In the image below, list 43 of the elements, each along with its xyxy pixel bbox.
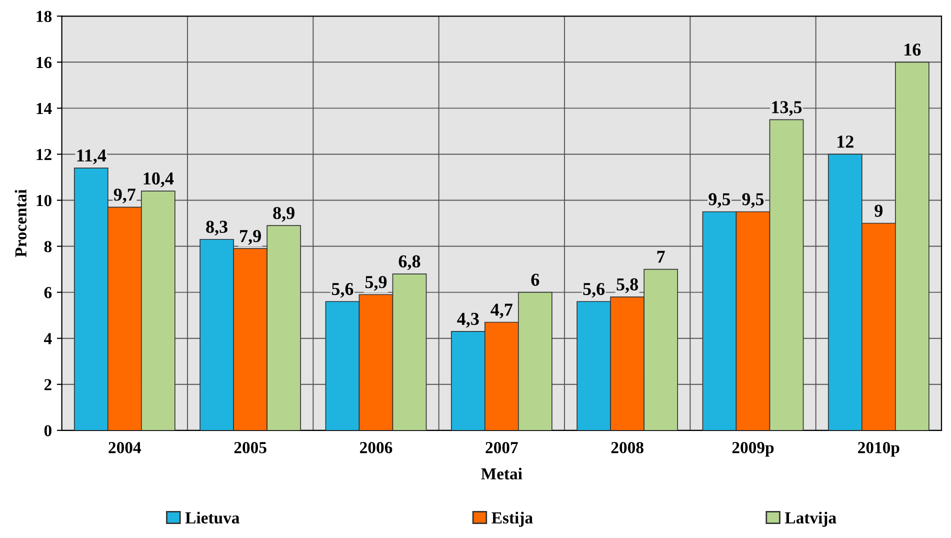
legend-label: Estija [492, 512, 533, 527]
x-tick-label: 2004 [108, 442, 142, 454]
data-label: 6,8 [398, 255, 420, 270]
data-label: 9,5 [742, 193, 764, 208]
x-tick-label: 2008 [611, 442, 644, 454]
data-label: 4,7 [490, 304, 512, 318]
data-label: 16 [904, 44, 921, 56]
data-label: 9,7 [114, 188, 136, 204]
y-tick-label: 14 [36, 102, 52, 114]
y-tick-label: 2 [44, 379, 52, 390]
x-tick-label: 2006 [360, 442, 392, 454]
y-tick-label: 10 [36, 194, 52, 206]
y-tick-label: 16 [36, 56, 52, 68]
y-tick-label: 18 [36, 10, 52, 22]
data-label: 8,3 [206, 220, 228, 236]
data-label: 6 [531, 274, 540, 286]
data-label: 5,8 [616, 278, 638, 294]
legend-label: Lietuva [185, 512, 240, 524]
data-label: 9 [874, 204, 883, 217]
data-label: 7 [657, 250, 665, 263]
data-label: 5,9 [365, 276, 387, 291]
x-tick-label: 2005 [234, 442, 266, 454]
legend-label: Latvija [784, 512, 836, 527]
x-tick-label: 2009p [732, 442, 774, 457]
data-label: 4,3 [457, 312, 479, 328]
data-label: 7,9 [240, 230, 261, 245]
y-tick-label: 6 [44, 287, 52, 298]
data-label: 5,6 [583, 282, 605, 298]
y-tick-label: 8 [44, 240, 52, 252]
x-axis-title: Metai [481, 468, 522, 480]
data-label: 9,5 [708, 193, 730, 208]
y-axis-title: Procentai [14, 189, 26, 258]
data-label: 8,9 [273, 206, 294, 222]
data-label: 12 [838, 136, 854, 148]
data-label: 5,6 [332, 282, 354, 298]
x-tick-label: 2010p [858, 442, 900, 457]
data-label: 10,4 [144, 172, 174, 188]
x-tick-label: 2007 [486, 442, 518, 454]
y-tick-label: 12 [36, 148, 52, 160]
y-tick-label: 4 [44, 333, 52, 344]
y-tick-label: 0 [44, 425, 52, 436]
data-label: 11,4 [77, 149, 106, 164]
data-label: 13,5 [772, 101, 802, 116]
